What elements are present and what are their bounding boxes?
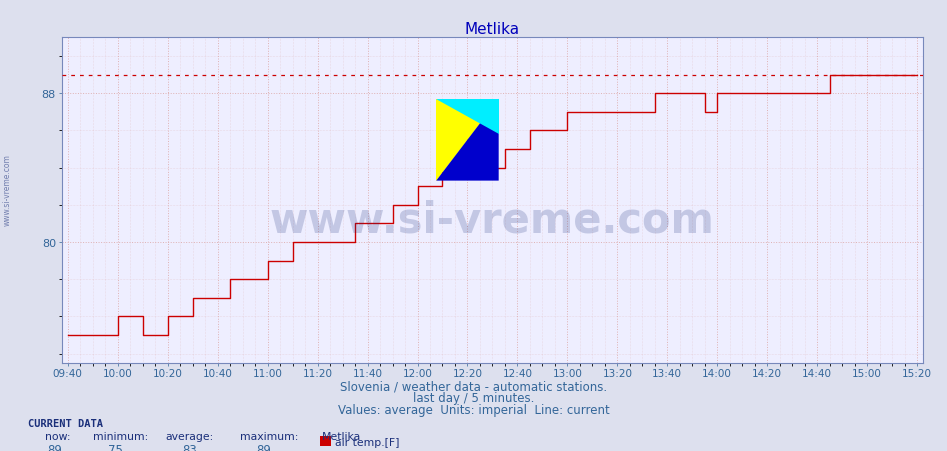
Polygon shape — [437, 100, 499, 181]
Text: minimum:: minimum: — [93, 431, 148, 441]
Text: now:: now: — [45, 431, 71, 441]
Text: 75: 75 — [108, 443, 123, 451]
Text: www.si-vreme.com: www.si-vreme.com — [3, 153, 12, 226]
Text: maximum:: maximum: — [240, 431, 298, 441]
Polygon shape — [437, 100, 499, 135]
Text: Slovenia / weather data - automatic stations.: Slovenia / weather data - automatic stat… — [340, 380, 607, 393]
Text: 89: 89 — [47, 443, 63, 451]
Text: CURRENT DATA: CURRENT DATA — [28, 419, 103, 428]
Title: Metlika: Metlika — [465, 22, 520, 37]
Text: www.si-vreme.com: www.si-vreme.com — [270, 199, 715, 241]
Text: last day / 5 minutes.: last day / 5 minutes. — [413, 391, 534, 405]
Text: average:: average: — [166, 431, 214, 441]
Text: air temp.[F]: air temp.[F] — [335, 437, 400, 447]
Text: 83: 83 — [182, 443, 197, 451]
Text: 89: 89 — [256, 443, 271, 451]
Text: Metlika: Metlika — [322, 431, 361, 441]
Text: Values: average  Units: imperial  Line: current: Values: average Units: imperial Line: cu… — [338, 403, 609, 416]
Polygon shape — [437, 100, 499, 181]
